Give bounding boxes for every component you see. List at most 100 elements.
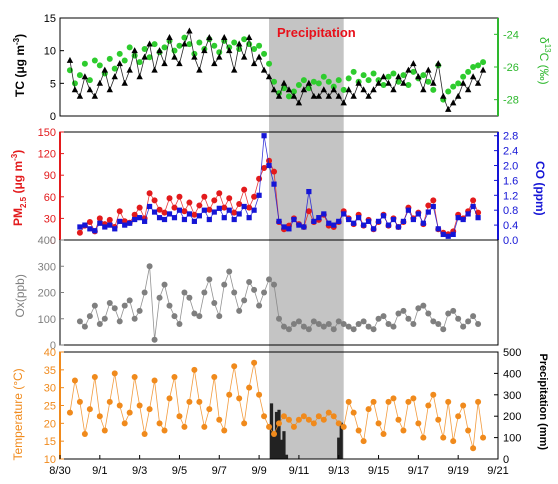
- tc-point: [216, 53, 223, 60]
- ox-point: [280, 323, 287, 330]
- temperature-point: [136, 402, 143, 409]
- tc-point: [380, 73, 387, 80]
- ox-point: [256, 302, 263, 309]
- co-point: [256, 192, 262, 198]
- temperature-point: [241, 420, 248, 427]
- temperature-point: [420, 434, 427, 441]
- co-axis-tick-label: 2.8: [503, 131, 518, 143]
- co-point: [326, 220, 332, 226]
- tc-point: [101, 66, 108, 73]
- d13c-point: [315, 80, 322, 87]
- d13c-point: [350, 68, 357, 75]
- tc-point: [206, 34, 213, 40]
- precip-bar: [284, 454, 289, 459]
- pm25-axis-tick-label: 150: [38, 127, 56, 139]
- co-point: [291, 216, 297, 223]
- co-point: [470, 203, 476, 210]
- pm25-point: [151, 197, 158, 204]
- temperature-point: [400, 427, 407, 434]
- ox-point: [76, 318, 83, 325]
- tc-point: [235, 40, 243, 47]
- co-point: [271, 181, 277, 187]
- ox-point: [420, 302, 427, 309]
- temp-axis-tick-label: 35: [44, 365, 56, 377]
- ox-point: [350, 326, 357, 333]
- co-point: [445, 233, 451, 239]
- temperature-point: [295, 416, 302, 423]
- d13c-point: [380, 81, 387, 88]
- tc-point: [325, 92, 332, 99]
- d13c-point: [345, 75, 352, 82]
- tc-point: [66, 56, 74, 63]
- tc-point: [136, 73, 143, 80]
- co-point: [127, 220, 133, 226]
- d13c-point: [290, 88, 297, 95]
- d13c-point: [136, 59, 143, 66]
- co-point: [365, 218, 372, 224]
- ox-point: [181, 289, 188, 296]
- ox-point: [271, 281, 278, 288]
- x-tick-label: 9/15: [368, 465, 389, 477]
- tc-point: [320, 86, 327, 93]
- co-point: [321, 211, 327, 217]
- co-point: [226, 207, 232, 213]
- ox-point: [310, 318, 317, 325]
- d13c-point: [340, 86, 347, 93]
- ox-point: [191, 310, 198, 317]
- x-tick-label: 9/7: [212, 465, 227, 477]
- tc-point: [375, 79, 382, 86]
- d13c-point: [335, 77, 342, 84]
- temp-axis-tick-label: 30: [44, 383, 56, 395]
- co-point: [370, 226, 377, 232]
- temperature-point: [216, 416, 223, 423]
- pm25-point: [196, 202, 203, 209]
- temperature-point: [186, 398, 193, 405]
- pm25-point: [191, 211, 198, 218]
- tc-point: [365, 92, 372, 99]
- ox-point: [211, 300, 218, 306]
- ox-point: [246, 279, 253, 285]
- tc-point: [111, 73, 118, 80]
- temperature-point: [310, 420, 317, 427]
- temperature-point: [290, 423, 297, 430]
- temperature-point: [231, 363, 238, 370]
- temperature-point: [370, 398, 377, 405]
- tc-point: [161, 60, 168, 67]
- pm25-point: [106, 216, 113, 223]
- co-axis-tick-label: 0.4: [503, 220, 518, 232]
- ox-point: [405, 315, 412, 322]
- co-point: [146, 203, 153, 210]
- pm25-point: [271, 168, 278, 175]
- ox-point: [305, 326, 312, 333]
- temperature-line: [69, 362, 484, 449]
- pm25-point: [226, 195, 233, 202]
- temp-axis-tick-label: 40: [44, 347, 56, 359]
- ox-point: [171, 313, 178, 320]
- temperature-point: [460, 402, 467, 409]
- temperature-point: [176, 413, 183, 420]
- tc-point: [126, 66, 133, 73]
- tc-point: [440, 92, 447, 99]
- co-point: [311, 218, 317, 224]
- tc-point: [335, 92, 342, 99]
- temperature-point: [305, 416, 312, 423]
- co-point: [107, 222, 113, 228]
- tc-point: [415, 73, 422, 80]
- ox-point: [440, 326, 447, 333]
- ox-point: [320, 323, 327, 330]
- co-point: [475, 215, 481, 221]
- tc-point: [270, 86, 278, 93]
- d13c-point: [445, 88, 452, 95]
- temperature-point: [246, 384, 253, 391]
- d13c-point: [91, 57, 98, 64]
- pm25-point: [181, 208, 188, 215]
- tc-point: [435, 60, 442, 67]
- d13c-point: [385, 73, 392, 80]
- x-tick-label: 9/17: [408, 465, 429, 477]
- temperature-point: [435, 416, 442, 423]
- ox-point: [340, 321, 347, 327]
- temperature-point: [121, 420, 128, 427]
- ox-point: [400, 307, 407, 314]
- tc-point: [355, 79, 362, 86]
- pm25-point: [256, 175, 263, 182]
